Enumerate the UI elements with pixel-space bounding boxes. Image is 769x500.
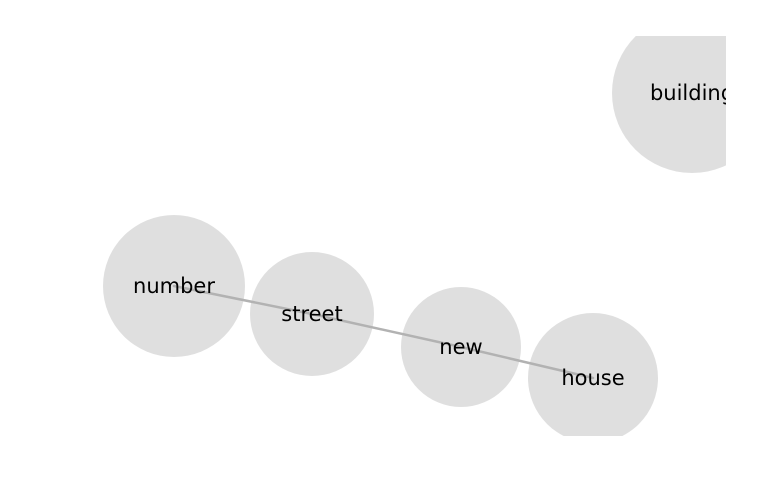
node-label-street: street (281, 302, 342, 326)
edge-number-street (172, 284, 314, 316)
node-label-building: building (650, 81, 734, 105)
node-label-house: house (561, 366, 624, 390)
labels-layer: number street new house building (133, 81, 734, 390)
node-label-number: number (133, 274, 215, 298)
edge-street-new (310, 312, 463, 349)
edges-layer (172, 284, 595, 380)
node-circle-building (612, 36, 726, 173)
plot-area: number street new house building (103, 36, 734, 436)
nodes-layer (103, 36, 726, 436)
node-building (612, 36, 726, 173)
node-label-new: new (439, 335, 482, 359)
node-house (528, 313, 658, 436)
edge-new-house (459, 345, 595, 380)
node-circle-house (528, 313, 658, 436)
